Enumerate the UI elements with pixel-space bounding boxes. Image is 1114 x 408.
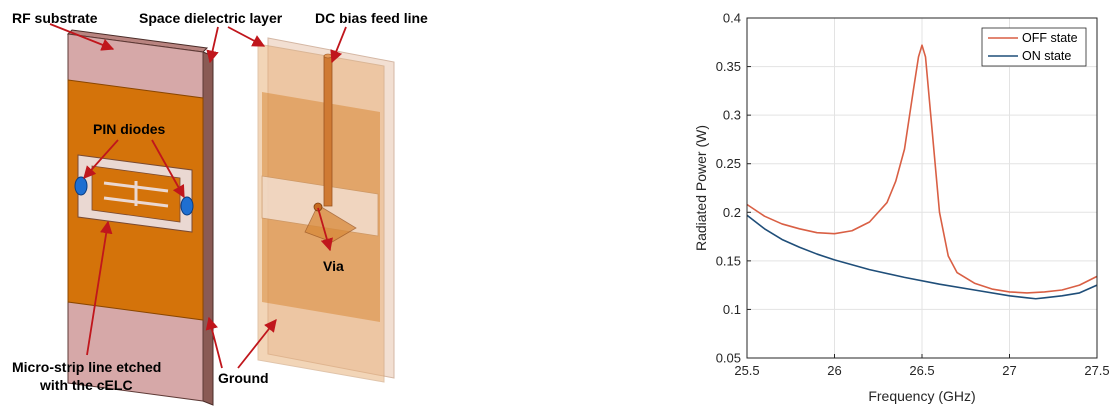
label-space-dielectric: Space dielectric layer: [139, 10, 283, 26]
x-tick-label: 27.5: [1084, 363, 1109, 378]
y-tick-label: 0.4: [723, 11, 741, 26]
y-tick-label: 0.15: [716, 253, 741, 268]
pin-diode-right: [180, 196, 194, 216]
legend-label-off: OFF state: [1022, 31, 1078, 45]
x-tick-label: 27: [1002, 363, 1016, 378]
arrow-space-dielectric-right: [227, 26, 266, 47]
arrow-microstrip: [86, 220, 113, 356]
y-tick-label: 0.2: [723, 205, 741, 220]
legend-box: [981, 27, 1087, 67]
x-tick-label: 26.5: [909, 363, 934, 378]
x-axis-label: Frequency (GHz): [868, 388, 975, 404]
unit-cell-diagram: [66, 29, 395, 406]
legend: OFF state ON state: [981, 27, 1087, 67]
diagram-labels: RF substrate Space dielectric layer DC b…: [12, 10, 428, 393]
y-tick-label: 0.35: [716, 59, 741, 74]
label-pin-diodes: PIN diodes: [93, 121, 166, 137]
dc-bias-line: [323, 55, 333, 207]
series-lines: [746, 44, 1098, 300]
label-ground: Ground: [218, 370, 269, 386]
series-off-state-line: [746, 44, 1098, 294]
series-on-state-line: [746, 214, 1098, 300]
arrow-space-dielectric-left: [206, 26, 219, 64]
x-tick-label: 26: [827, 363, 841, 378]
y-tick-label: 0.3: [723, 108, 741, 123]
arrow-rf-substrate: [49, 23, 115, 51]
ticks: 25.5 26 26.5 27 27.5 0.05 0.1 0.15 0.2 0.25 0.3 0.3…: [716, 11, 1110, 379]
label-microstrip-2: with the cELC: [39, 377, 133, 393]
diagram-arrows: [49, 23, 347, 369]
pin-diode-left: [74, 176, 88, 196]
y-tick-label: 0.1: [723, 302, 741, 317]
arrow-ground-right: [237, 319, 277, 369]
arrow-ground-left: [205, 316, 223, 369]
arrow-via: [317, 207, 333, 252]
arrow-pin-left: [83, 139, 119, 179]
legend-label-on: ON state: [1022, 49, 1071, 63]
y-tick-label: 0.25: [716, 156, 741, 171]
dc-bias-top: [323, 53, 333, 59]
board-side: [202, 51, 214, 406]
label-microstrip-1: Micro-strip line etched: [12, 359, 161, 375]
x-tick-label: 25.5: [734, 363, 759, 378]
arrow-dc-bias: [330, 26, 347, 64]
label-dc-bias: DC bias feed line: [315, 10, 428, 26]
y-axis-label: Radiated Power (W): [693, 125, 709, 251]
label-rf-substrate: RF substrate: [12, 10, 98, 26]
arrow-pin-right: [151, 139, 185, 199]
label-via: Via: [323, 258, 344, 274]
radiated-power-chart: 25.5 26 26.5 27 27.5 0.05 0.1 0.15 0.2 0.25 0.3 0.3…: [693, 11, 1110, 405]
y-tick-label: 0.05: [716, 351, 741, 366]
